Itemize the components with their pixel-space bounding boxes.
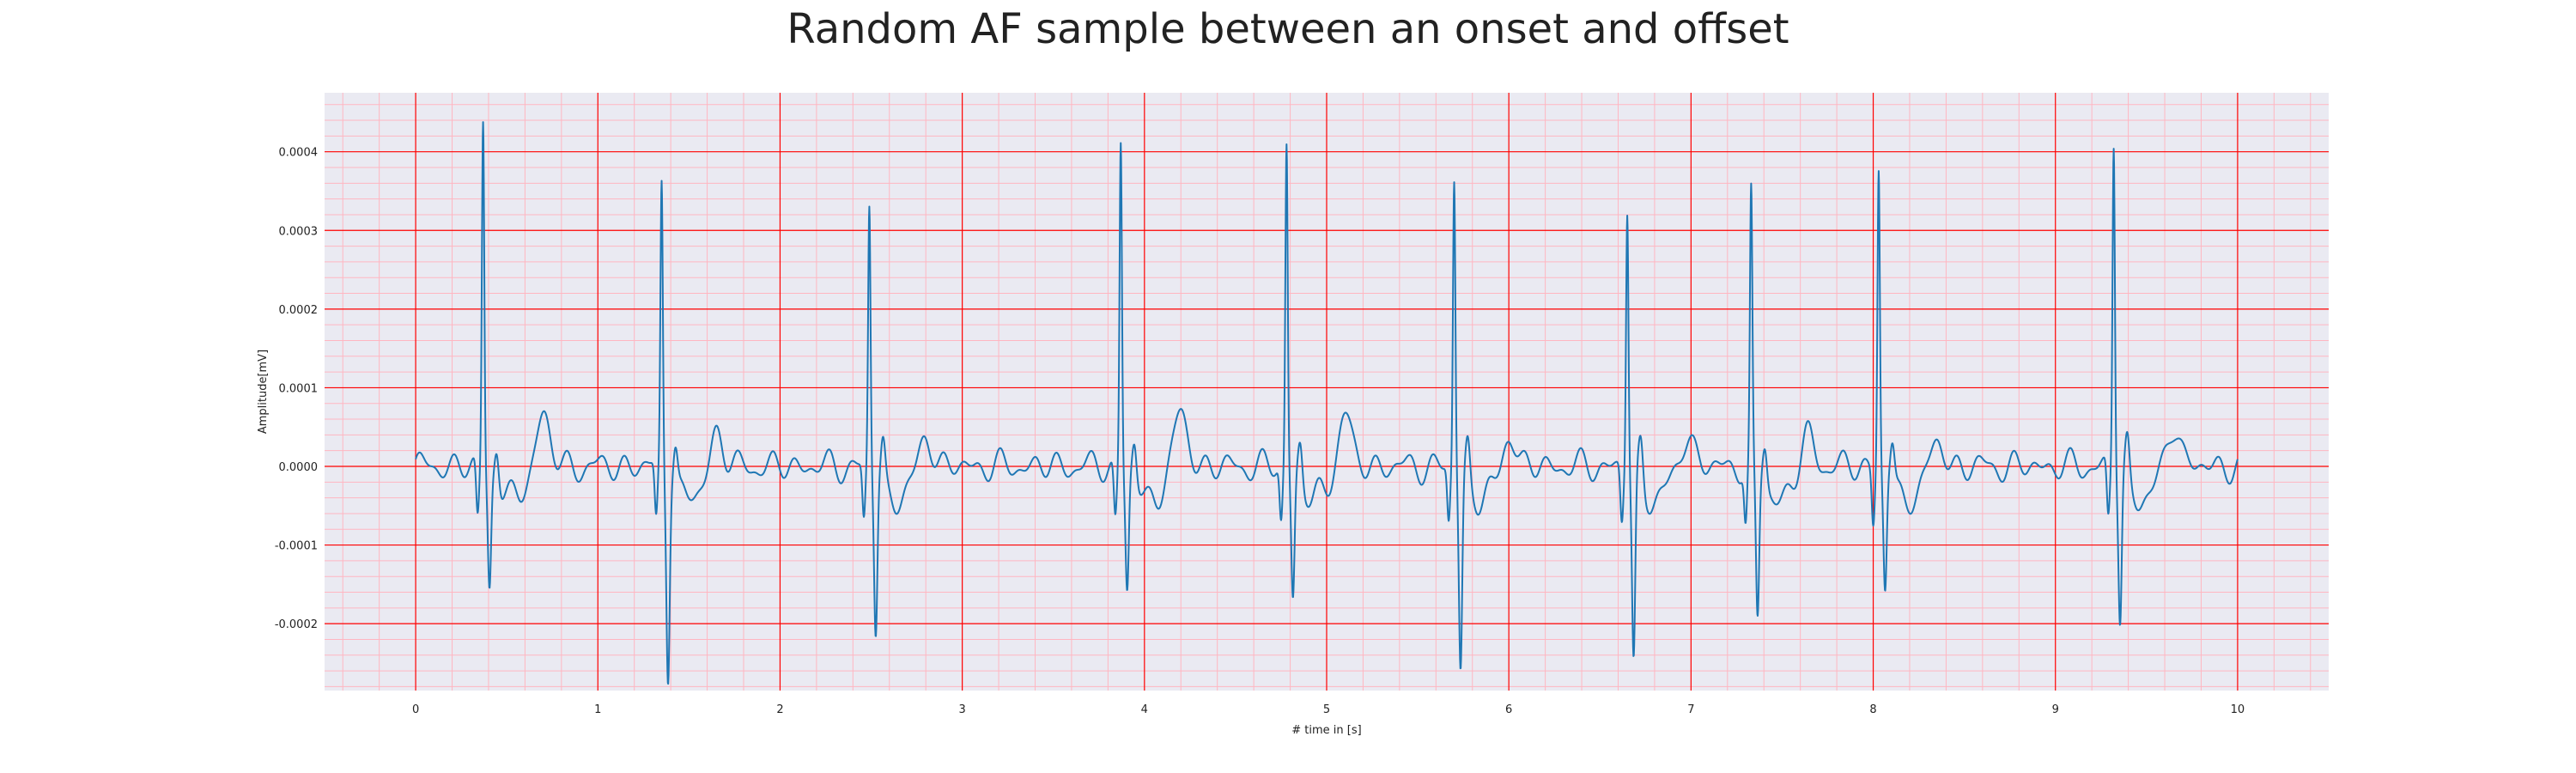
x-tick-label: 3: [958, 703, 965, 716]
y-tick-label: -0.0001: [275, 540, 318, 553]
x-tick-label: 8: [1869, 703, 1876, 716]
x-tick-label: 5: [1323, 703, 1330, 716]
chart-title: Random AF sample between an onset and of…: [787, 5, 1789, 53]
x-tick-label: 7: [1687, 703, 1694, 716]
x-tick-label: 2: [776, 703, 783, 716]
x-tick-label: 4: [1141, 703, 1148, 716]
x-tick-label: 6: [1505, 703, 1512, 716]
x-tick-label: 0: [412, 703, 419, 716]
y-tick-label: 0.0003: [279, 225, 319, 238]
x-tick-label: 1: [594, 703, 601, 716]
series-line: [415, 121, 2239, 685]
x-tick-label: 9: [2052, 703, 2059, 716]
y-tick-label: 0.0002: [279, 304, 319, 317]
x-axis-ticks: 0 1 2 3 4 5 6 7 8 9 10: [412, 703, 2245, 716]
y-tick-label: 0.0001: [279, 382, 319, 395]
y-axis-ticks: -0.0002 -0.0001 0.0000 0.0001 0.0002 0.0003 0.…: [275, 147, 318, 631]
x-tick-label: 10: [2231, 703, 2245, 716]
x-axis-label: # time in [s]: [1291, 724, 1361, 737]
y-tick-label: 0.0004: [279, 147, 319, 160]
y-axis-label: Amplitude[mV]: [257, 350, 270, 434]
y-tick-label: -0.0002: [275, 618, 318, 631]
y-tick-label: 0.0000: [279, 461, 319, 474]
